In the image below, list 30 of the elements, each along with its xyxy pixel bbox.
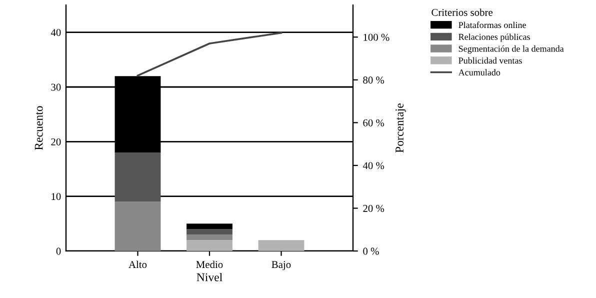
x-tick-label: Bajo [272, 261, 291, 270]
legend-label: Segmentación de la demanda [458, 45, 564, 54]
y-tick-label: 40 [50, 29, 61, 36]
x-axis-title: Nivel [196, 272, 222, 282]
legend-label: Publicidad ventas [458, 57, 522, 64]
y-tick-label: 20 [51, 138, 61, 146]
y2-tick-label: 80 % [363, 76, 384, 84]
bar [258, 240, 304, 251]
bar [114, 152, 161, 202]
y-tick-label: 30 [51, 84, 61, 91]
y-tick-label: 10 [52, 193, 61, 200]
y2-tick-label: 20 % [363, 204, 384, 212]
y2-tick-label: 40 % [362, 162, 384, 170]
y-tick-label: 0 [56, 248, 61, 255]
y2-axis-title: Porcentaje [396, 104, 406, 153]
bar [114, 202, 161, 251]
y2-tick-label: 100 % [364, 34, 390, 41]
legend-label: Relaciones públicas [458, 34, 530, 42]
y2-tick-label: 60 % [363, 119, 384, 126]
y-axis-title: Recuento [34, 106, 43, 150]
bar [186, 224, 232, 230]
bar [186, 229, 232, 235]
bar [186, 234, 232, 240]
legend-title: Criterios sobre [432, 8, 492, 16]
y2-tick-label: 0 % [363, 248, 379, 255]
x-tick-label: Alto [128, 260, 147, 268]
legend-label: Plataformas online [458, 22, 526, 28]
x-tick-label: Medio [196, 260, 223, 268]
legend-label: Acumulado [458, 69, 500, 76]
bar [186, 240, 232, 251]
